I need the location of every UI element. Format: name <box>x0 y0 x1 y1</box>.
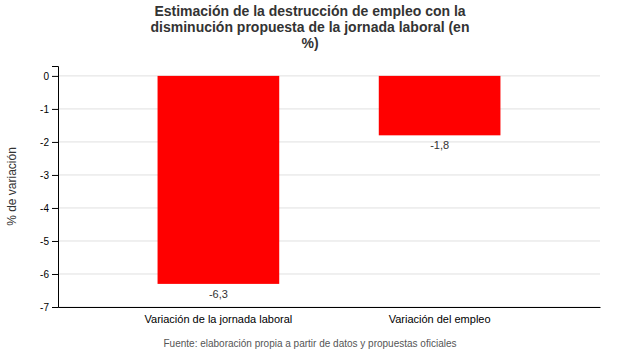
x-tick-label: Variación de la jornada laboral <box>144 313 292 325</box>
data-label: -1,8 <box>430 139 449 151</box>
x-axis-line <box>59 307 601 308</box>
y-tick-mark <box>52 175 58 176</box>
y-tick-label: -3 <box>40 170 49 181</box>
y-tick-mark <box>52 76 58 77</box>
grid-line <box>58 108 600 109</box>
footnote: Fuente: elaboración propia a partir de d… <box>164 338 457 349</box>
y-tick: 0 <box>43 71 58 82</box>
bar <box>158 76 280 284</box>
x-tick: Variación del empleo <box>389 313 491 325</box>
y-tick-label: -4 <box>40 203 49 214</box>
bars <box>158 76 501 284</box>
y-tick-label: -7 <box>40 302 49 313</box>
x-tick-label: Variación del empleo <box>389 313 491 325</box>
grid-line <box>58 273 600 274</box>
data-label: -6,3 <box>209 288 228 300</box>
y-tick-mark <box>52 241 58 242</box>
y-tick: -7 <box>40 302 58 313</box>
y-axis-title: % de variación <box>5 147 19 226</box>
plot: 0 -1 -2 -3 -4 -5 -6 -7 Variación de la jornada l… <box>40 67 600 325</box>
data-labels: -6,3 -1,8 <box>209 139 449 300</box>
y-axis: 0 -1 -2 -3 -4 -5 -6 -7 <box>40 67 58 313</box>
title: Estimación de la destrucción de empleo c… <box>151 3 470 51</box>
y-tick-label: 0 <box>43 71 49 82</box>
grid-line <box>58 207 600 208</box>
y-tick-label: -1 <box>40 104 49 115</box>
y-tick-mark <box>52 109 58 110</box>
y-tick: -5 <box>40 236 58 247</box>
y-tick: -1 <box>40 104 58 115</box>
y-tick: -2 <box>40 137 58 148</box>
grid-line <box>58 141 600 142</box>
y-tick: -4 <box>40 203 58 214</box>
y-tick-mark <box>52 142 58 143</box>
y-tick-label: -5 <box>40 236 49 247</box>
x-axis: Variación de la jornada laboral Variación… <box>59 308 601 325</box>
y-tick-mark <box>52 307 58 308</box>
grid-line <box>58 75 600 76</box>
y-tick-mark <box>52 208 58 209</box>
grid-line <box>58 307 600 308</box>
x-tick: Variación de la jornada laboral <box>144 313 292 325</box>
y-axis-line <box>52 67 59 308</box>
y-tick-label: -6 <box>40 269 49 280</box>
grid-line <box>58 240 600 241</box>
y-tick: -3 <box>40 170 58 181</box>
chart: Estimación de la destrucción de empleo c… <box>0 0 620 353</box>
y-tick-label: -2 <box>40 137 49 148</box>
bar <box>379 76 501 135</box>
y-tick: -6 <box>40 269 58 280</box>
grid <box>58 76 600 307</box>
grid-line <box>58 174 600 175</box>
y-tick-mark <box>52 274 58 275</box>
